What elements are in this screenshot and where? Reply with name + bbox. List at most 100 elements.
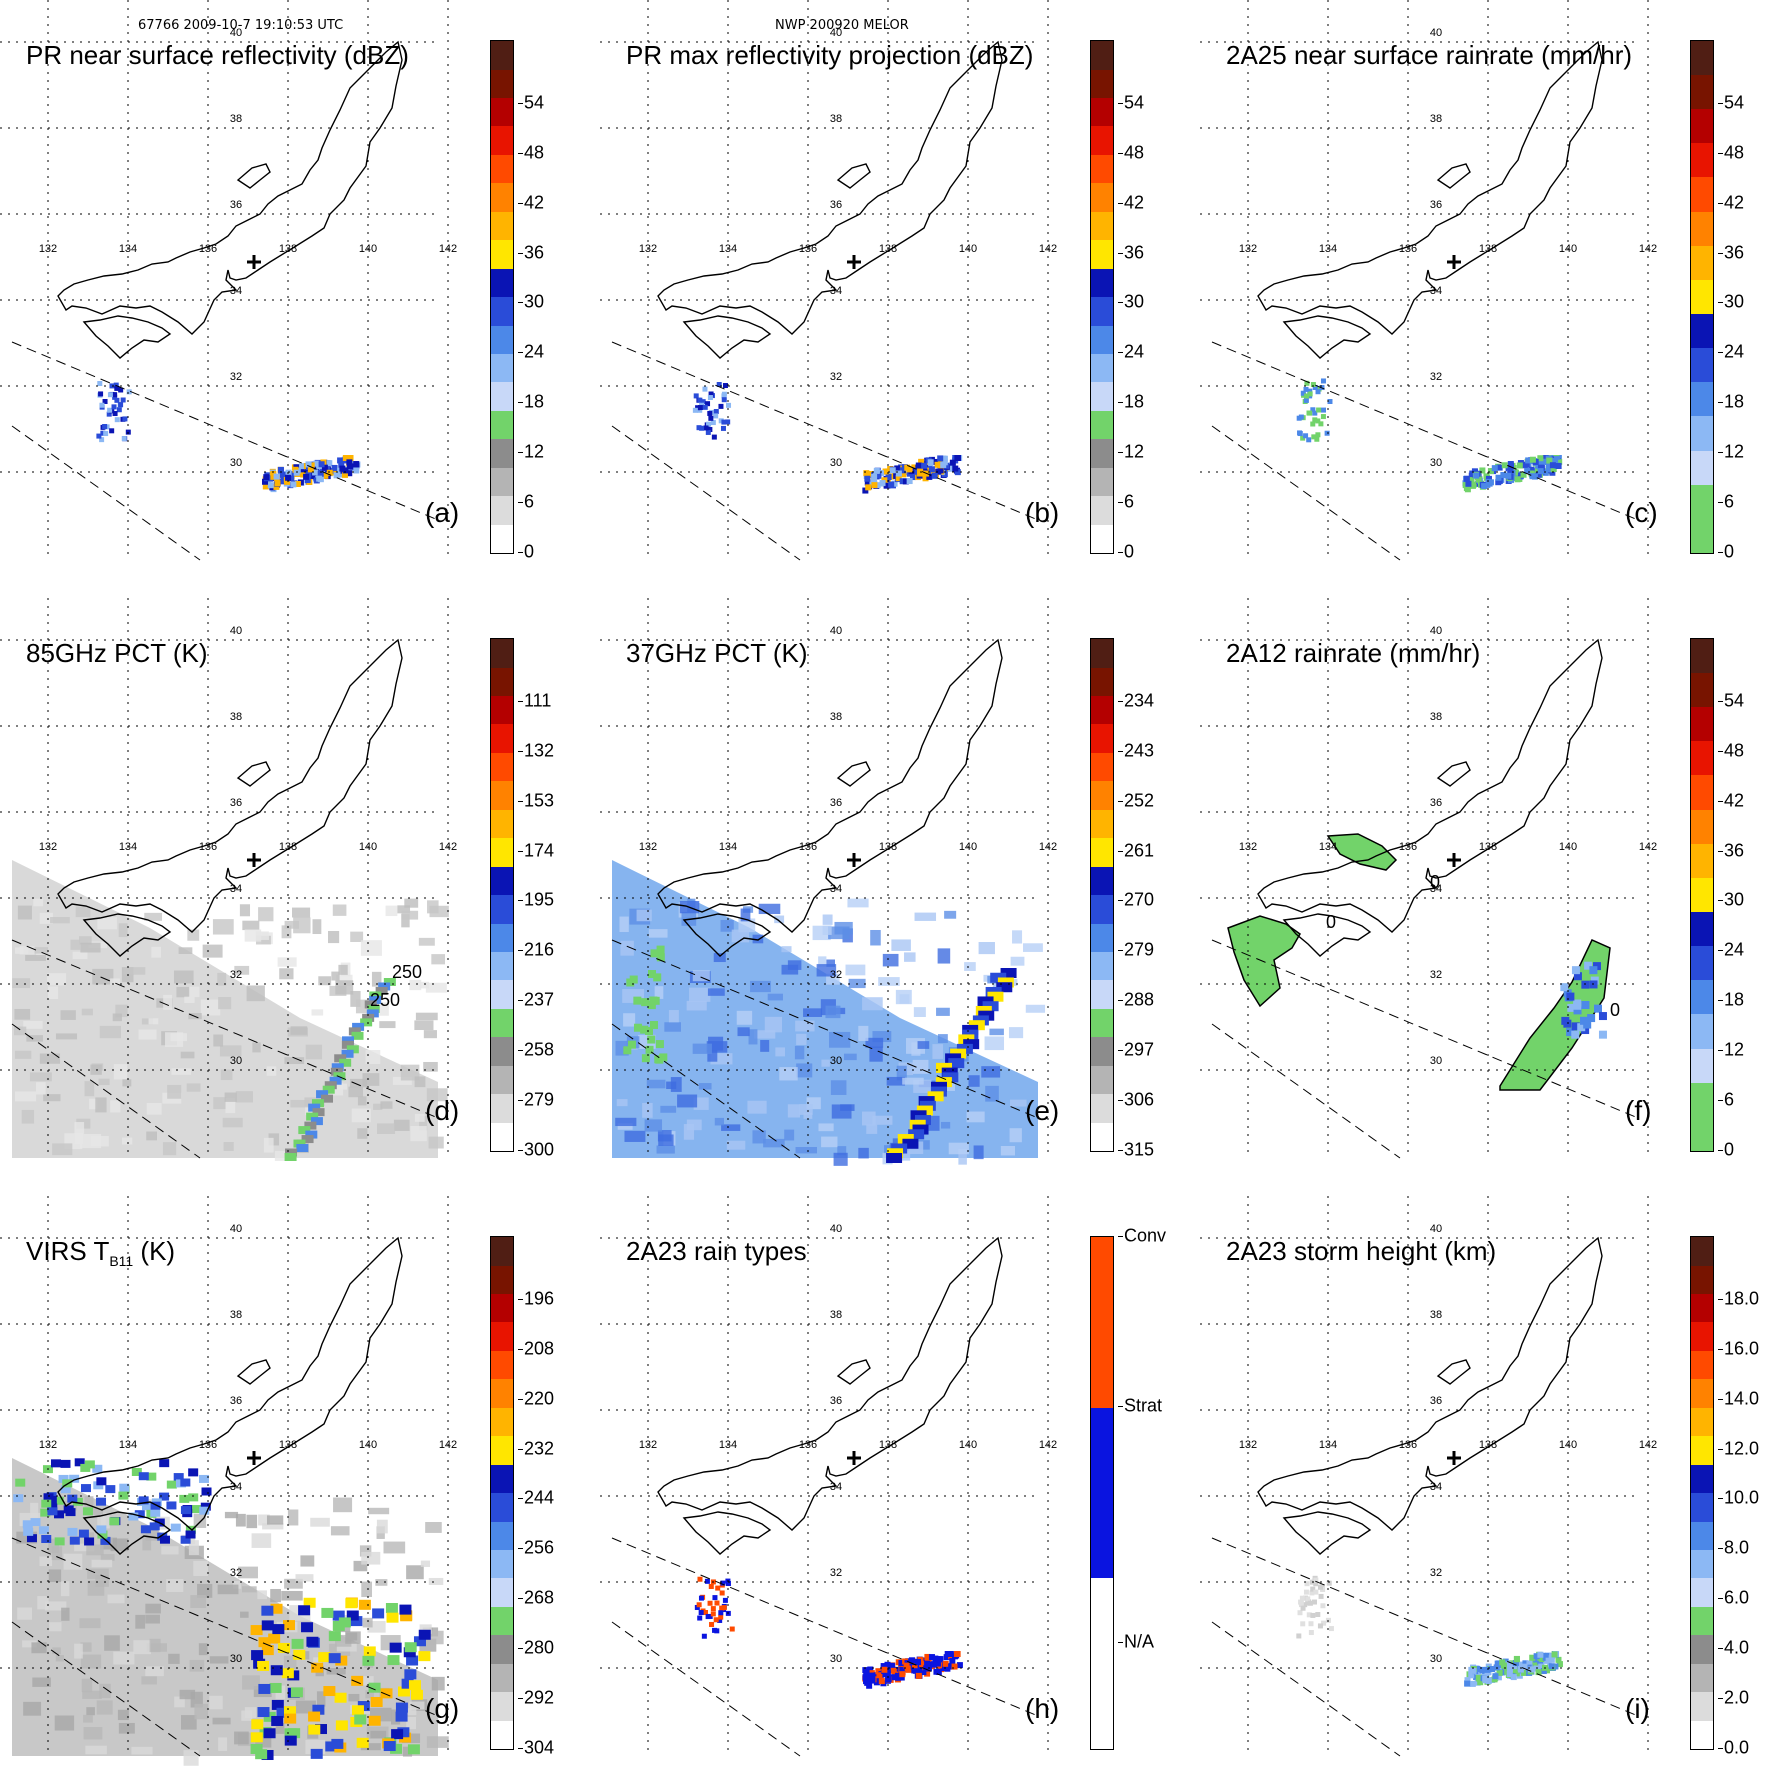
field-cell — [816, 964, 837, 977]
field-cell — [252, 1042, 261, 1053]
lat-label: 38 — [230, 711, 242, 723]
field-cell — [285, 474, 292, 481]
colorbar-segment — [491, 183, 513, 212]
field-cell — [146, 1102, 162, 1115]
colorbar-tick-label: 237 — [524, 989, 555, 1010]
field-cell — [85, 1745, 107, 1755]
colorbar-segment — [1691, 143, 1713, 178]
colorbar-segment — [491, 524, 513, 553]
field-cell — [806, 1097, 821, 1110]
colorbar-tick-label: 18.0 — [1724, 1288, 1760, 1309]
field-cell — [336, 1642, 357, 1652]
field-cell — [865, 1678, 872, 1685]
field-cell — [14, 1091, 37, 1102]
field-cell — [69, 1536, 80, 1545]
colorbar-tick-mark — [518, 1348, 523, 1350]
field-cell — [159, 1459, 170, 1468]
field-cell — [677, 1094, 698, 1108]
field-cell — [151, 946, 161, 958]
lat-label: 30 — [230, 1055, 242, 1067]
colorbar-segment — [1691, 775, 1713, 810]
field-cell — [339, 1058, 352, 1067]
field-cell — [1023, 943, 1043, 952]
field-cell — [1307, 1600, 1313, 1606]
colorbar-tick-mark — [518, 152, 523, 154]
field-cell — [1318, 1593, 1324, 1599]
colorbar-tick-label: 234 — [1124, 690, 1155, 711]
field-cell — [217, 1584, 239, 1595]
field-cell — [126, 389, 132, 395]
field-cell — [357, 1096, 367, 1106]
colorbar-tick-mark — [518, 900, 523, 902]
field-cell — [28, 947, 49, 954]
field-cell — [1516, 462, 1523, 469]
field-cell — [323, 1686, 336, 1697]
colorbar-segment — [1091, 467, 1113, 497]
field-cell — [292, 907, 311, 918]
colorbar-segment — [1091, 382, 1113, 411]
field-cell — [312, 1704, 325, 1715]
field-cell — [899, 1666, 906, 1673]
field-cell — [956, 1662, 963, 1669]
field-cell — [1516, 1672, 1523, 1679]
field-cell — [218, 997, 232, 1010]
colorbar-tick-label: 12 — [1724, 441, 1745, 462]
field-cell — [1537, 468, 1544, 475]
colorbar-segment — [1691, 1493, 1713, 1522]
field-cell — [401, 1678, 414, 1689]
field-cell — [918, 458, 925, 465]
field-cell — [1512, 1659, 1519, 1666]
header-orbit-time: 67766 2009-10-7 19:10:53 UTC — [138, 18, 344, 33]
field-cell — [898, 1674, 905, 1681]
colorbar-segment — [1091, 240, 1113, 269]
field-cell — [1524, 467, 1531, 474]
field-cell — [365, 1690, 374, 1699]
field-cell — [664, 1022, 682, 1032]
field-cell — [909, 474, 916, 481]
field-cell — [1008, 1027, 1024, 1039]
field-cell — [697, 397, 703, 403]
colorbar-segment — [1691, 348, 1713, 383]
field-cell — [649, 1021, 658, 1030]
title-unit: (K) — [133, 1236, 176, 1266]
field-cell — [403, 1647, 416, 1658]
field-cell — [868, 1672, 875, 1679]
field-cell — [698, 1610, 704, 1616]
panel-label: (d) — [425, 1095, 460, 1126]
colorbar-segment — [1091, 183, 1113, 212]
colorbar-segment — [491, 211, 513, 241]
colorbar-tick-mark — [1118, 1236, 1123, 1237]
field-cell — [911, 1662, 918, 1669]
field-cell — [821, 1059, 830, 1067]
field-cell — [1473, 472, 1480, 479]
lat-label: 30 — [230, 457, 242, 469]
colorbar-segment — [1091, 211, 1113, 241]
field-cell — [987, 991, 1004, 1002]
field-cell — [103, 431, 109, 437]
field-cell — [310, 1517, 330, 1527]
field-cell — [314, 1724, 327, 1735]
field-cell — [46, 1495, 57, 1504]
field-cell — [966, 1111, 985, 1123]
colorbar-tick-label: 36 — [1724, 242, 1745, 263]
colorbar-tick-mark — [1718, 900, 1723, 902]
panel-label: (b) — [1025, 497, 1060, 528]
field-cell — [55, 1655, 65, 1662]
field-cell — [118, 402, 124, 408]
field-cell — [1315, 418, 1321, 424]
field-cell — [402, 1746, 413, 1757]
field-cell — [1555, 459, 1562, 466]
field-cell — [704, 1578, 710, 1584]
field-cell — [702, 386, 708, 392]
colorbar-tick-label: 153 — [524, 790, 555, 811]
colorbar-tick-label: 208 — [524, 1338, 555, 1359]
field-cell — [1302, 1602, 1308, 1608]
field-cell — [706, 421, 712, 427]
field-cell — [296, 1144, 309, 1153]
field-cell — [953, 1651, 960, 1657]
field-cell — [862, 1667, 869, 1674]
field-cell — [346, 1610, 359, 1621]
field-cell — [84, 1508, 104, 1515]
colorbar-tick-mark — [518, 1050, 523, 1052]
field-cell — [1477, 1679, 1484, 1686]
